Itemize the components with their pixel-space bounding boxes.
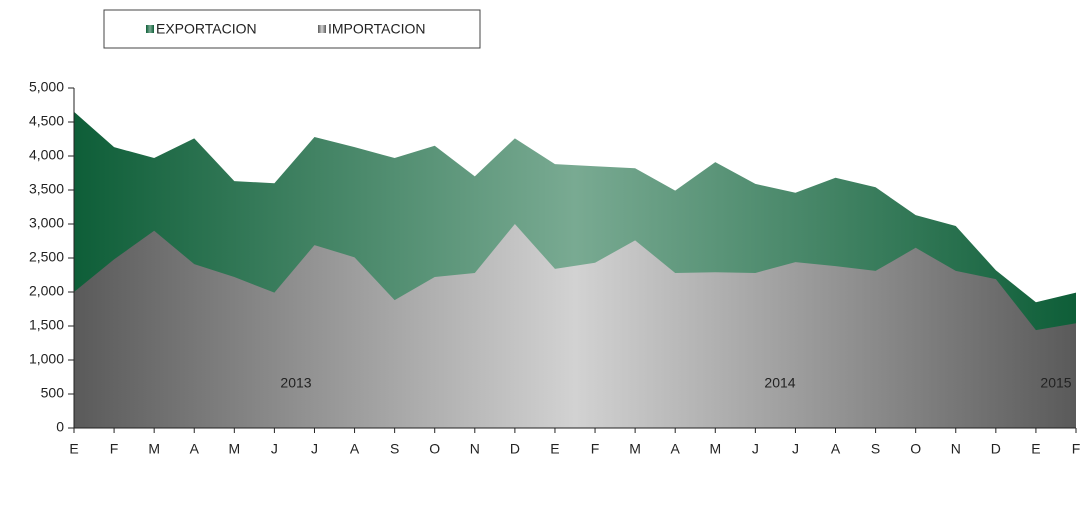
- x-tick-label: N: [470, 441, 480, 457]
- x-tick-label: M: [228, 441, 240, 457]
- x-tick-label: F: [1072, 441, 1081, 457]
- x-tick-label: A: [671, 441, 681, 457]
- x-tick-label: J: [752, 441, 759, 457]
- y-tick-label: 4,000: [29, 147, 64, 163]
- x-tick-label: E: [1031, 441, 1040, 457]
- y-tick-label: 4,500: [29, 113, 64, 129]
- x-tick-label: A: [350, 441, 360, 457]
- plot: [74, 111, 1076, 429]
- x-tick-label: J: [311, 441, 318, 457]
- x-tick-label: S: [390, 441, 399, 457]
- y-tick-label: 1,500: [29, 317, 64, 333]
- x-tick-label: J: [271, 441, 278, 457]
- x-tick-label: O: [910, 441, 921, 457]
- legend-label: IMPORTACION: [328, 21, 426, 37]
- x-tick-label: A: [190, 441, 200, 457]
- y-tick-label: 3,000: [29, 215, 64, 231]
- x-tick-label: J: [792, 441, 799, 457]
- year-label: 2014: [764, 375, 795, 391]
- y-tick-label: 3,500: [29, 181, 64, 197]
- y-tick-label: 5,000: [29, 79, 64, 95]
- x-tick-label: M: [709, 441, 721, 457]
- x-tick-label: O: [429, 441, 440, 457]
- y-tick-label: 2,000: [29, 283, 64, 299]
- area: [74, 224, 1076, 428]
- legend-label: EXPORTACION: [156, 21, 257, 37]
- x-tick-label: S: [871, 441, 880, 457]
- legend-swatch: [318, 25, 326, 33]
- y-tick-label: 2,500: [29, 249, 64, 265]
- x-tick-label: E: [69, 441, 78, 457]
- x-tick-label: D: [510, 441, 520, 457]
- x-tick-label: E: [550, 441, 559, 457]
- x-tick-label: F: [110, 441, 119, 457]
- x-tick-label: M: [629, 441, 641, 457]
- legend-box: [103, 9, 481, 49]
- y-tick-label: 500: [41, 385, 65, 401]
- x-tick-label: A: [831, 441, 841, 457]
- y-tick-label: 0: [56, 419, 64, 435]
- legend-swatch: [146, 25, 154, 33]
- x-tick-label: F: [591, 441, 600, 457]
- year-label: 2015: [1040, 375, 1071, 391]
- y-tick-label: 1,000: [29, 351, 64, 367]
- x-tick-label: D: [991, 441, 1001, 457]
- year-label: 2013: [280, 375, 311, 391]
- x-tick-label: N: [951, 441, 961, 457]
- x-tick-label: M: [148, 441, 160, 457]
